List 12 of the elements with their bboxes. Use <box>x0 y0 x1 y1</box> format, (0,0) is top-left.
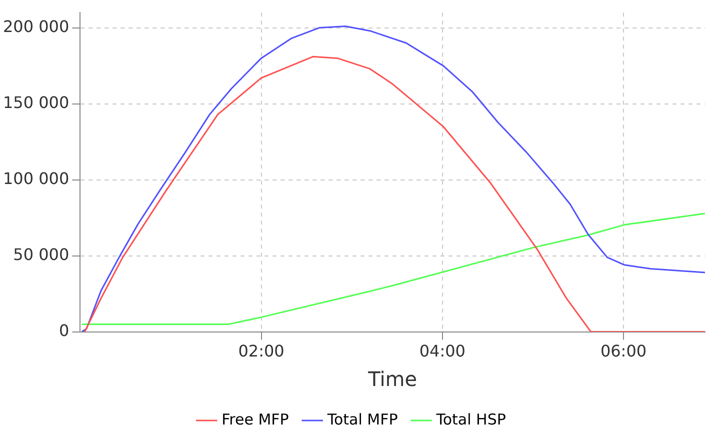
x-tick-label: 04:00 <box>419 342 466 361</box>
y-tick-label: 200 000 <box>2 16 70 36</box>
legend-label: Free MFP <box>222 410 289 428</box>
x-tick-label: 06:00 <box>600 342 647 361</box>
y-tick-label: 100 000 <box>2 168 70 188</box>
legend-label: Total HSP <box>435 410 506 428</box>
y-tick-label: 150 000 <box>2 92 70 112</box>
y-tick-label: 0 <box>58 320 70 340</box>
legend-label: Total MFP <box>326 410 398 428</box>
y-tick-label: 50 000 <box>13 244 70 264</box>
x-axis-title: Time <box>367 367 418 392</box>
x-tick-label: 02:00 <box>238 342 284 361</box>
